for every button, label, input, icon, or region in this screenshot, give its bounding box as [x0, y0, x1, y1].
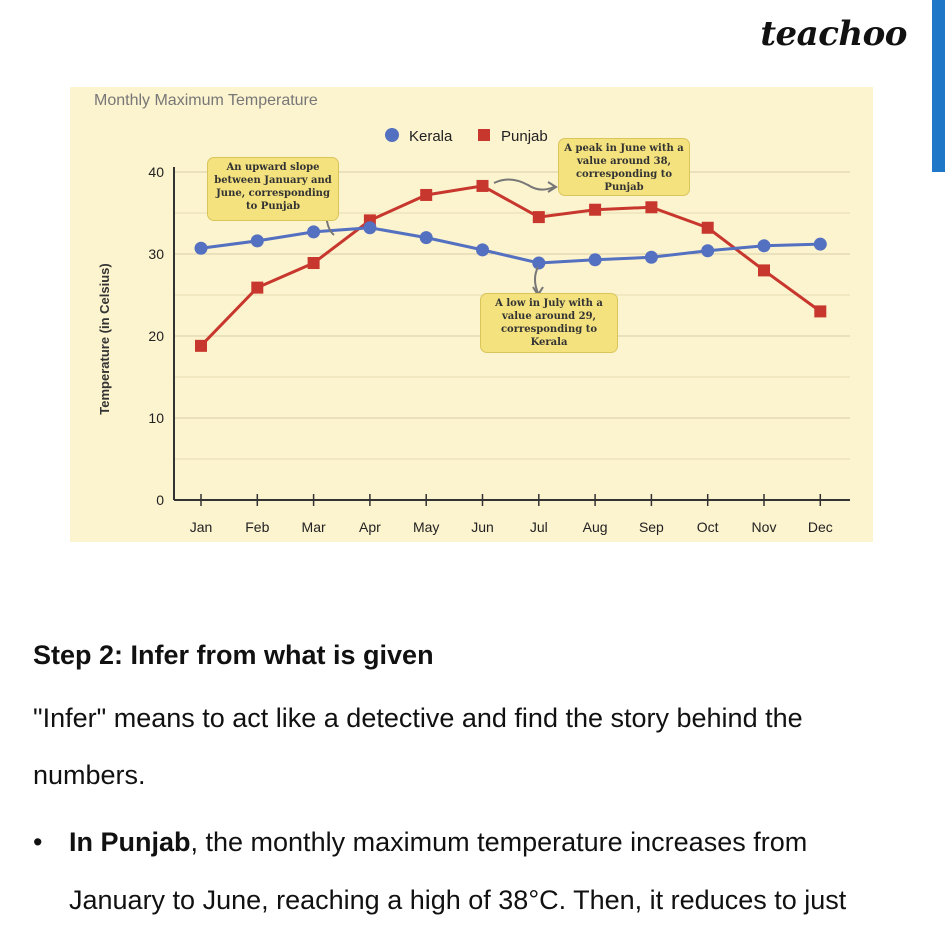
punjab-point [701, 221, 714, 234]
y-axis-label: Temperature (in Celsius) [97, 263, 112, 414]
legend-marker-punjab [478, 129, 490, 141]
kerala-point [363, 221, 377, 235]
x-tick-label: Aug [583, 519, 608, 535]
legend-marker-kerala [385, 128, 399, 142]
x-tick-label: Jul [530, 519, 548, 535]
kerala-point [701, 244, 715, 258]
y-tick-label: 30 [148, 246, 164, 262]
annotation-june-peak: A peak in June with a value around 38, c… [558, 138, 690, 196]
kerala-point [194, 241, 208, 255]
punjab-point [532, 211, 545, 224]
kerala-point [307, 225, 321, 239]
bullet-marker: • [33, 827, 43, 857]
side-accent-bar [932, 0, 945, 172]
arrow-june-peak [493, 178, 558, 193]
y-tick-label: 40 [148, 164, 164, 180]
y-tick-label: 20 [148, 328, 164, 344]
punjab-point [589, 203, 602, 216]
kerala-point [419, 231, 433, 245]
x-tick-label: Sep [639, 519, 664, 535]
legend-label-kerala: Kerala [409, 128, 453, 145]
chart-svg: Monthly Maximum Temperature 0 10 20 30 40 Jan F… [94, 92, 850, 535]
x-tick-label: Apr [359, 519, 381, 535]
bullet-bold: In Punjab [69, 827, 191, 857]
legend-label-punjab: Punjab [501, 128, 548, 145]
kerala-point [813, 237, 827, 251]
punjab-point [476, 179, 489, 192]
chart-title: Monthly Maximum Temperature [94, 92, 318, 109]
paragraph-line-1: "Infer" means to act like a detective an… [33, 703, 803, 733]
kerala-point [644, 250, 658, 264]
annotation-july-low: A low in July with a value around 29, co… [480, 293, 618, 353]
line-chart: Monthly Maximum Temperature 0 10 20 30 40 Jan F… [70, 87, 873, 542]
punjab-line [199, 184, 822, 347]
y-tick-label: 0 [156, 492, 164, 508]
punjab-point [195, 339, 207, 352]
kerala-point [532, 256, 546, 270]
x-tick-label: Nov [752, 519, 777, 535]
punjab-point [307, 257, 320, 270]
kerala-point [250, 234, 264, 248]
kerala-point [588, 253, 602, 267]
y-tick-label: 10 [148, 410, 164, 426]
x-tick-label: Jan [190, 519, 213, 535]
punjab-point [814, 305, 827, 318]
paragraph-line-2: numbers. [33, 760, 146, 790]
kerala-point [757, 239, 771, 253]
punjab-point [758, 264, 770, 277]
punjab-point [645, 201, 658, 214]
x-tick-label: May [413, 519, 439, 535]
x-tick-label: Jun [471, 519, 494, 535]
annotation-upward-slope: An upward slope between January and June… [207, 157, 339, 221]
arrow-july-low [532, 266, 544, 297]
punjab-point [420, 188, 433, 201]
step-heading: Step 2: Infer from what is given [33, 640, 434, 670]
punjab-point [251, 281, 264, 294]
x-tick-label: Feb [245, 519, 269, 535]
kerala-line [200, 226, 821, 265]
teachoo-logo: teachoo [760, 14, 907, 54]
x-tick-label: Mar [302, 519, 326, 535]
x-tick-label: Oct [697, 519, 719, 535]
bullet-rest: , the monthly maximum temperature increa… [190, 827, 808, 857]
bullet-item-line-1: • In Punjab, the monthly maximum temperat… [33, 827, 807, 858]
kerala-point [476, 243, 489, 257]
bullet-item-line-2: January to June, reaching a high of 38°C… [69, 885, 847, 915]
x-tick-label: Dec [808, 519, 833, 535]
